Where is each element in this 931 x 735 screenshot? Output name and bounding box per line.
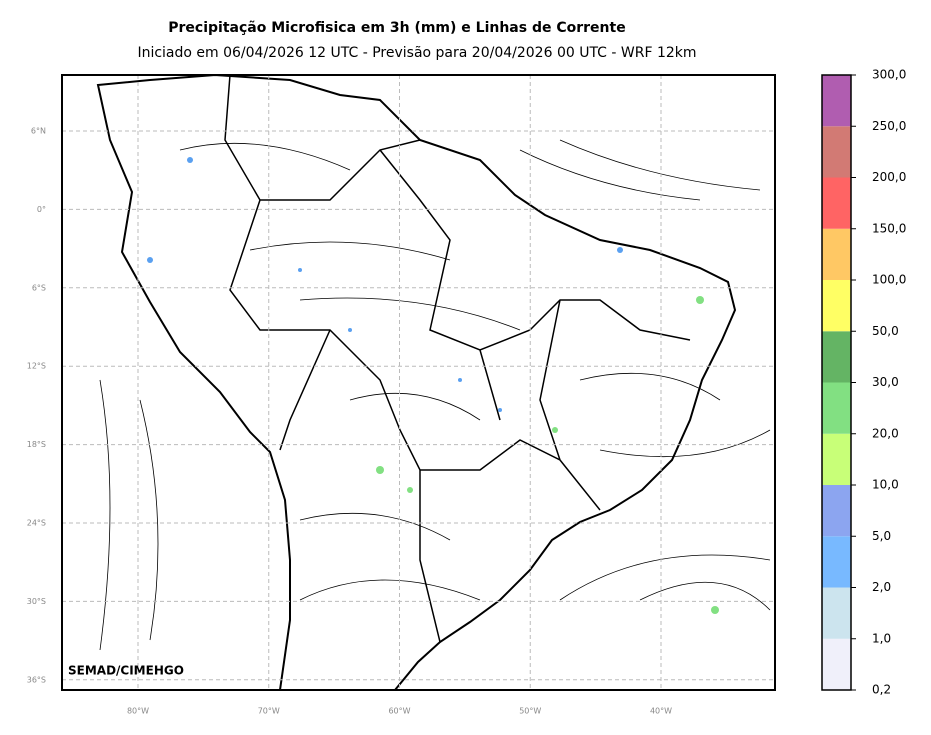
colorbar-segment: [822, 382, 851, 434]
lat-label: 12°S: [27, 362, 46, 371]
colorbar-label: 20,0: [872, 426, 899, 440]
lat-label: 36°S: [27, 675, 46, 684]
streamlines: [99, 139, 771, 651]
lon-label: 60°W: [388, 707, 410, 716]
lat-label: 6°N: [31, 127, 46, 136]
colorbar-segment: [822, 228, 851, 280]
colorbar-label: 250,0: [872, 119, 906, 133]
borders: [224, 75, 691, 643]
colorbar-segment: [822, 331, 851, 383]
lat-label: 0°: [37, 205, 46, 214]
colorbar-segment: [822, 177, 851, 229]
continent: [96, 75, 737, 690]
colorbar-segment: [822, 587, 851, 639]
colorbar-segment: [822, 433, 851, 485]
lat-label: 18°S: [27, 440, 46, 449]
colorbar-label: 50,0: [872, 324, 899, 338]
colorbar-label: 5,0: [872, 529, 891, 543]
title: Precipitação Microfisica em 3h (mm) e Li…: [168, 20, 625, 36]
map-area: [96, 75, 771, 690]
colorbar-label: 2,0: [872, 580, 891, 594]
colorbar-label: 0,2: [872, 683, 891, 697]
colorbar-label: 200,0: [872, 170, 906, 184]
lat-label: 6°S: [32, 283, 46, 292]
lon-label: 70°W: [258, 707, 280, 716]
lon-label: 50°W: [519, 707, 541, 716]
lon-label: 80°W: [127, 707, 149, 716]
colorbar-label: 30,0: [872, 375, 899, 389]
precipitation: [147, 157, 719, 614]
colorbar-label: 300,0: [872, 68, 906, 82]
map-frame: [61, 74, 776, 691]
colorbar-segment: [822, 75, 851, 127]
lon-label: 40°W: [650, 707, 672, 716]
colorbar-label: 10,0: [872, 478, 899, 492]
colorbar-label: 1,0: [872, 631, 891, 645]
lat-label: 24°S: [27, 519, 46, 528]
credit: SEMAD/CIMEHGO: [68, 664, 184, 678]
colorbar-segment: [822, 638, 851, 690]
colorbar-segment: [822, 126, 851, 178]
colorbar-label: 100,0: [872, 273, 906, 287]
subtitle: Iniciado em 06/04/2026 12 UTC - Previsão…: [137, 45, 696, 61]
colorbar-segment: [822, 280, 851, 332]
lat-label: 30°S: [27, 597, 46, 606]
colorbar-label: 150,0: [872, 221, 906, 235]
colorbar-segment: [822, 485, 851, 537]
colorbar-segment: [822, 536, 851, 588]
